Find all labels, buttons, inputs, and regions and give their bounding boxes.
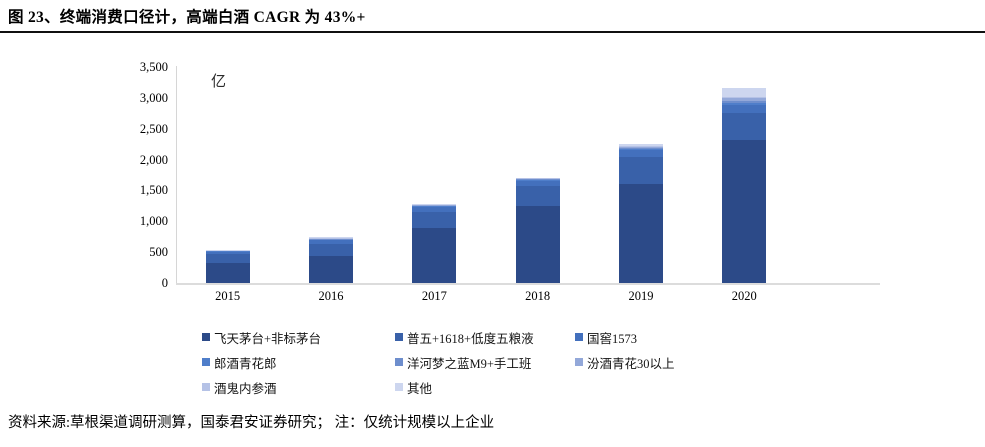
y-axis-tick-label: 1,000	[139, 214, 168, 229]
x-axis-label: 2018	[525, 289, 551, 303]
bar-segment	[515, 186, 560, 206]
bar-segment	[515, 178, 560, 180]
bar-segment	[412, 212, 457, 229]
bar-segment	[412, 228, 457, 283]
bar-segment	[722, 104, 767, 114]
legend-swatch	[575, 333, 583, 341]
legend-swatch	[395, 333, 403, 341]
bar-segment	[722, 98, 767, 102]
bar-2017	[412, 204, 457, 283]
bar-segment	[722, 102, 767, 105]
legend-label: 国窖1573	[587, 331, 638, 346]
y-axis-tick-label: 2,000	[139, 152, 168, 167]
y-axis-tick-label: 500	[149, 245, 168, 260]
bar-segment	[618, 146, 663, 147]
bar-segment	[412, 206, 457, 207]
y-axis-tick-label: 2,500	[139, 121, 168, 136]
legend-item: 国窖1573	[575, 330, 842, 346]
legend-item: 其他	[395, 380, 575, 396]
legend-label: 汾酒青花30以上	[587, 356, 675, 371]
y-axis-tick-label: 3,500	[139, 60, 168, 74]
legend-label: 酒鬼内参酒	[214, 381, 277, 396]
y-axis-line	[176, 66, 177, 283]
bar-segment	[515, 179, 560, 180]
legend-swatch	[395, 383, 403, 391]
figure-title: 图 23、终端消费口径计，高端白酒 CAGR 为 43%+	[8, 9, 366, 26]
bar-segment	[722, 96, 767, 99]
chart-legend: 飞天茅台+非标茅台 普五+1618+低度五粮液 国窖1573 郎酒青花郎 洋河梦之蓝M9…	[202, 330, 842, 396]
legend-label: 郎酒青花郎	[214, 356, 277, 371]
legend-item: 郎酒青花郎	[202, 355, 395, 371]
bar-segment	[515, 177, 560, 179]
y-axis-tick-label: 3,000	[139, 90, 168, 105]
bar-segment	[722, 140, 767, 283]
source-note: 资料来源:草根渠道调研测算，国泰君安证券研究； 注：仅统计规模以上企业	[8, 415, 495, 431]
x-axis-label: 2017	[421, 289, 447, 303]
x-axis-label: 2020	[731, 289, 757, 303]
x-axis-label: 2016	[318, 289, 344, 303]
x-axis-labels: 2015 2016 2017 2018 2019 2020	[176, 289, 796, 304]
legend-item: 普五+1618+低度五粮液	[395, 330, 575, 346]
bar-segment	[308, 240, 353, 244]
legend-item: 洋河梦之蓝M9+手工班	[395, 355, 575, 371]
title-divider	[0, 31, 985, 33]
x-axis-line	[176, 283, 880, 285]
bar-segment	[722, 101, 767, 103]
bar-segment	[618, 144, 663, 147]
bar-2015	[205, 250, 250, 283]
bar-segment	[412, 206, 457, 213]
bar-2019	[618, 144, 663, 283]
legend-label: 飞天茅台+非标茅台	[214, 331, 322, 346]
x-axis-label: 2019	[628, 289, 654, 303]
legend-label: 普五+1618+低度五粮液	[407, 331, 534, 346]
bar-segment	[308, 236, 353, 239]
bar-segment	[722, 113, 767, 141]
bar-segment	[618, 147, 663, 149]
bar-2016	[308, 236, 353, 283]
bar-segment	[722, 88, 767, 97]
bar-2020	[722, 88, 767, 283]
y-axis-unit-label: 亿	[211, 74, 227, 90]
bar-segment	[618, 149, 663, 158]
legend-item: 飞天茅台+非标茅台	[202, 330, 395, 346]
bars-area	[176, 67, 796, 283]
bar-segment	[205, 262, 250, 283]
bar-segment	[618, 183, 663, 283]
bar-2018	[515, 177, 560, 283]
bar-segment	[515, 205, 560, 283]
legend-swatch	[202, 383, 210, 391]
legend-swatch	[202, 333, 210, 341]
y-axis-tick-label: 0	[161, 276, 168, 290]
bar-segment	[515, 180, 560, 187]
bar-segment	[412, 204, 457, 205]
legend-label: 洋河梦之蓝M9+手工班	[407, 356, 532, 371]
bar-segment	[618, 146, 663, 148]
bar-segment	[308, 243, 353, 256]
legend-swatch	[395, 358, 403, 366]
legend-item: 汾酒青花30以上	[575, 355, 842, 371]
bar-segment	[618, 148, 663, 150]
x-axis-label: 2015	[215, 289, 241, 303]
legend-item: 酒鬼内参酒	[202, 380, 395, 396]
bar-segment	[515, 179, 560, 181]
bar-segment	[618, 157, 663, 184]
legend-swatch	[575, 358, 583, 366]
bar-segment	[205, 253, 250, 263]
legend-swatch	[202, 358, 210, 366]
y-axis-tick-label: 1,500	[139, 183, 168, 198]
legend-label: 其他	[407, 381, 433, 396]
bar-segment	[205, 251, 250, 254]
bar-segment	[308, 255, 353, 283]
